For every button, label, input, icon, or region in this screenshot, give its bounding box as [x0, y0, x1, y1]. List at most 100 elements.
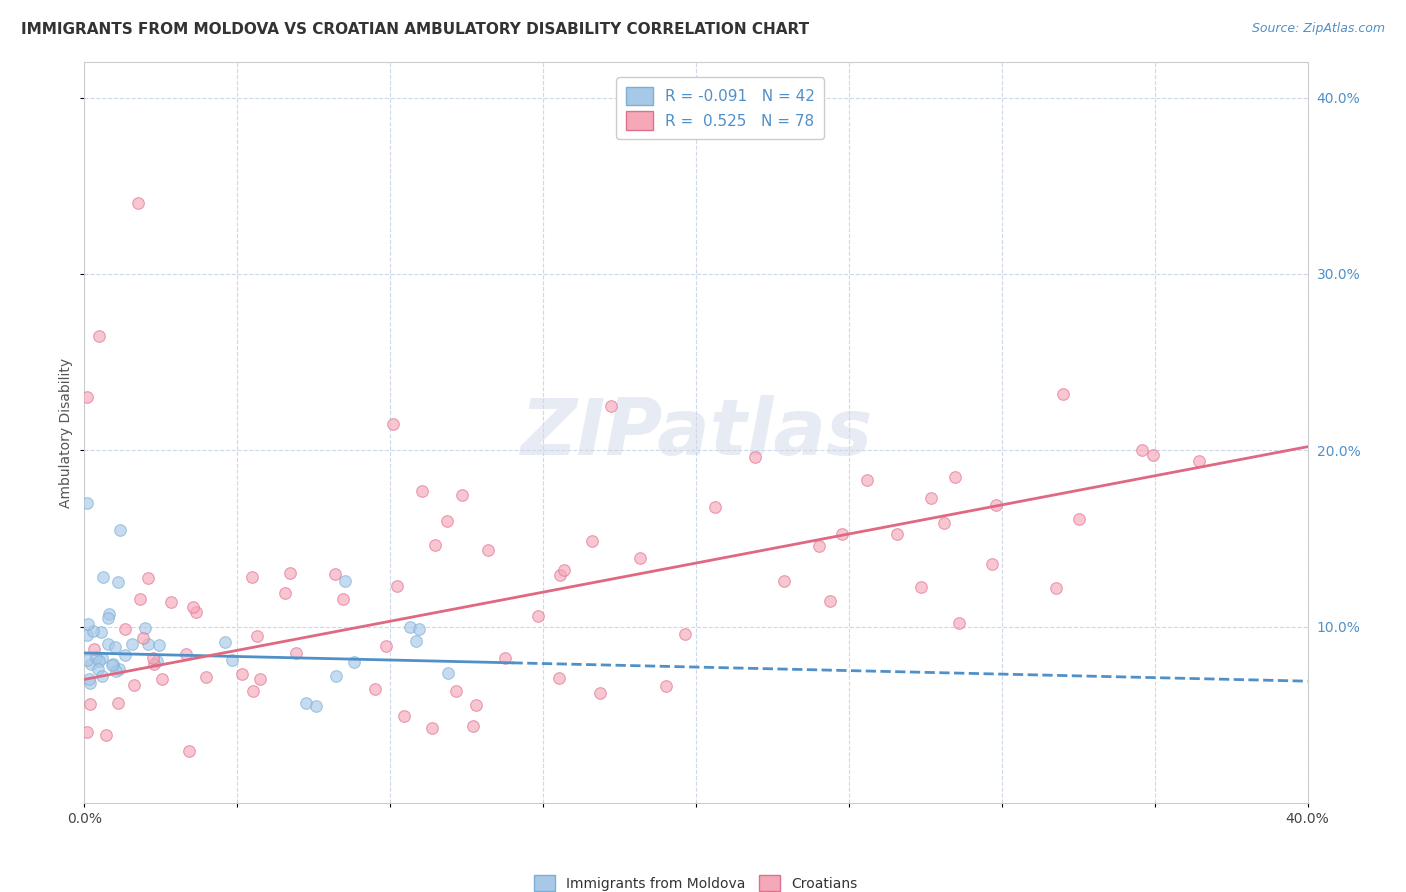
Point	[127, 196, 149, 211]
Point	[76, 724, 98, 739]
Point	[90, 651, 112, 665]
Point	[405, 634, 427, 648]
Point	[97, 610, 120, 624]
Point	[856, 473, 879, 487]
Point	[910, 581, 932, 595]
Point	[1142, 448, 1164, 462]
Point	[332, 592, 354, 607]
Point	[214, 634, 236, 648]
Point	[553, 563, 575, 577]
Point	[526, 608, 548, 623]
Point	[295, 696, 318, 710]
Point	[494, 651, 516, 665]
Point	[82, 624, 104, 638]
Text: Source: ZipAtlas.com: Source: ZipAtlas.com	[1251, 22, 1385, 36]
Point	[446, 684, 468, 698]
Point	[831, 527, 853, 541]
Point	[128, 592, 150, 607]
Point	[143, 657, 166, 671]
Point	[77, 672, 100, 686]
Point	[96, 637, 118, 651]
Point	[93, 570, 115, 584]
Point	[87, 662, 110, 676]
Point	[772, 574, 794, 588]
Point	[79, 697, 101, 711]
Point	[122, 678, 145, 692]
Point	[87, 654, 110, 668]
Point	[943, 470, 966, 484]
Point	[101, 657, 124, 672]
Y-axis label: Ambulatory Disability: Ambulatory Disability	[59, 358, 73, 508]
Point	[589, 686, 612, 700]
Point	[278, 566, 301, 580]
Point	[249, 672, 271, 686]
Point	[436, 515, 458, 529]
Point	[423, 538, 446, 552]
Point	[76, 628, 98, 642]
Point	[981, 557, 1004, 571]
Text: IMMIGRANTS FROM MOLDOVA VS CROATIAN AMBULATORY DISABILITY CORRELATION CHART: IMMIGRANTS FROM MOLDOVA VS CROATIAN AMBU…	[21, 22, 810, 37]
Point	[104, 640, 127, 655]
Point	[274, 585, 297, 599]
Point	[305, 699, 328, 714]
Point	[886, 527, 908, 541]
Point	[177, 744, 200, 758]
Point	[76, 496, 98, 510]
Point	[134, 621, 156, 635]
Point	[79, 676, 101, 690]
Point	[96, 728, 118, 742]
Point	[655, 679, 678, 693]
Point	[79, 657, 101, 672]
Point	[477, 542, 499, 557]
Point	[91, 668, 114, 682]
Text: ZIPatlas: ZIPatlas	[520, 394, 872, 471]
Point	[242, 684, 264, 698]
Point	[101, 658, 124, 673]
Point	[284, 646, 307, 660]
Point	[744, 450, 766, 464]
Point	[628, 551, 651, 566]
Point	[986, 498, 1008, 512]
Point	[808, 539, 831, 553]
Point	[408, 622, 430, 636]
Point	[375, 639, 398, 653]
Point	[181, 600, 204, 615]
Point	[76, 653, 98, 667]
Point	[1067, 512, 1090, 526]
Point	[131, 632, 153, 646]
Point	[76, 390, 98, 404]
Point	[451, 488, 474, 502]
Point	[1132, 443, 1154, 458]
Point	[174, 647, 197, 661]
Point	[114, 648, 136, 662]
Point	[246, 629, 269, 643]
Point	[333, 574, 356, 588]
Point	[704, 500, 727, 515]
Point	[600, 399, 623, 413]
Point	[382, 417, 405, 431]
Point	[221, 653, 243, 667]
Point	[77, 616, 100, 631]
Point	[97, 607, 120, 621]
Point	[411, 484, 433, 499]
Point	[114, 622, 136, 636]
Point	[343, 655, 366, 669]
Point	[920, 491, 942, 505]
Point	[932, 516, 955, 530]
Point	[104, 664, 127, 678]
Point	[1045, 581, 1067, 595]
Point	[392, 708, 415, 723]
Point	[184, 605, 207, 619]
Point	[90, 625, 112, 640]
Point	[1052, 387, 1074, 401]
Point	[136, 637, 159, 651]
Point	[83, 642, 105, 657]
Point	[108, 662, 131, 676]
Point	[548, 671, 571, 685]
Point	[142, 650, 165, 665]
Point	[1188, 453, 1211, 467]
Point	[818, 594, 841, 608]
Point	[121, 637, 143, 651]
Point	[548, 568, 571, 582]
Point	[240, 570, 263, 584]
